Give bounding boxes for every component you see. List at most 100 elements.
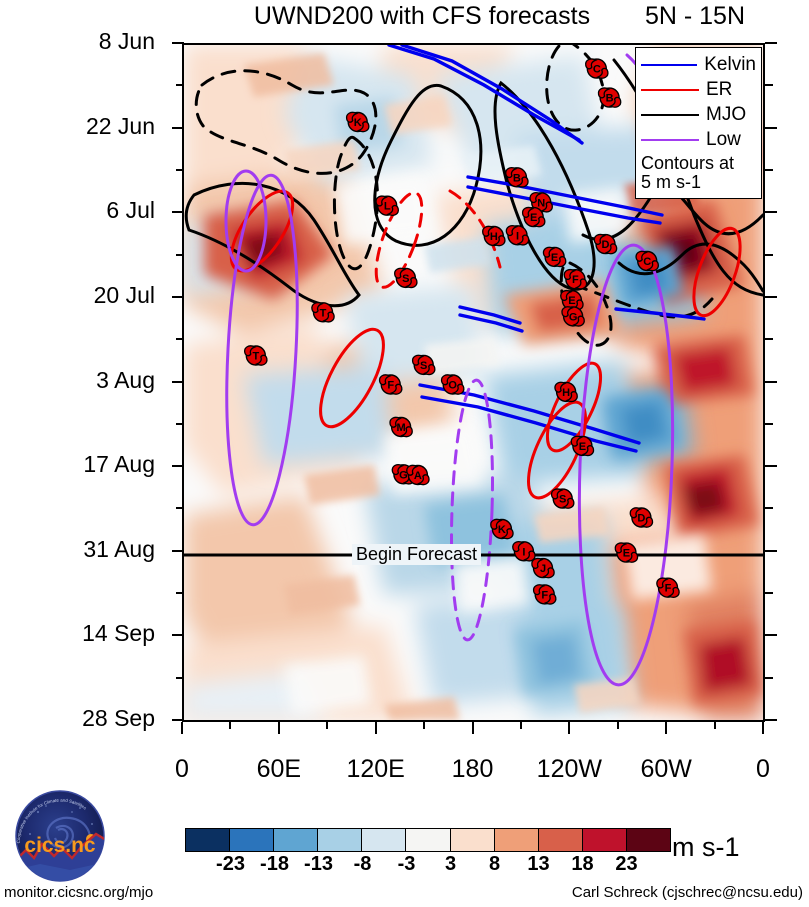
legend-line-swatch bbox=[641, 88, 699, 91]
y-axis-tick-label: 31 Aug bbox=[83, 535, 155, 562]
y-axis-tick-label: 17 Aug bbox=[83, 451, 155, 478]
y-axis-tick-right bbox=[765, 42, 777, 44]
storm-marker: T bbox=[244, 345, 268, 366]
storm-marker: L bbox=[375, 195, 399, 216]
x-axis-tick bbox=[374, 722, 377, 734]
y-axis-minor-tick bbox=[176, 422, 184, 425]
y-axis-minor-tick-right bbox=[765, 253, 773, 256]
storm-marker-label: F bbox=[665, 583, 672, 595]
er-contour-dashed-group bbox=[374, 189, 502, 289]
x-axis-tick bbox=[181, 722, 183, 734]
storm-marker: I bbox=[505, 225, 530, 246]
colorbar-segment bbox=[229, 829, 274, 851]
storm-marker: O bbox=[440, 374, 465, 395]
storm-marker: E bbox=[542, 246, 567, 268]
storm-marker-label: E bbox=[623, 548, 630, 560]
x-axis-minor-tick bbox=[713, 722, 716, 729]
x-axis-tick-label: 0 bbox=[756, 755, 770, 783]
colorbar-segment bbox=[273, 829, 318, 851]
legend-item-mjo: MJO bbox=[641, 102, 756, 127]
storm-marker-label: K bbox=[498, 524, 506, 536]
colorbar-segment bbox=[405, 829, 450, 851]
storm-marker: M bbox=[389, 416, 413, 438]
colorbar-tick-label: -8 bbox=[353, 853, 372, 875]
er-contour-group bbox=[229, 189, 742, 500]
colorbar-tick-label: 13 bbox=[527, 853, 550, 875]
colorbar-unit-label: m s-1 bbox=[672, 832, 740, 862]
storm-marker: F bbox=[656, 577, 680, 598]
storm-marker-label: D bbox=[602, 239, 610, 251]
legend-item-label: ER bbox=[706, 79, 733, 100]
storm-marker: K bbox=[345, 111, 370, 133]
storm-marker: S bbox=[550, 488, 575, 509]
x-axis-tick-label: 120E bbox=[346, 755, 405, 783]
storm-marker: I bbox=[512, 541, 536, 562]
begin-forecast-label: Begin Forecast bbox=[352, 544, 482, 565]
y-axis-tick bbox=[172, 634, 184, 637]
storm-marker: H bbox=[482, 225, 506, 247]
storm-marker-label: E bbox=[551, 252, 558, 264]
storm-marker-label: N bbox=[537, 197, 545, 209]
storm-marker-label: J bbox=[540, 563, 546, 575]
legend-note-line1: Contours at bbox=[641, 153, 735, 173]
y-axis-tick-label: 20 Jul bbox=[93, 281, 155, 308]
storm-marker-label: K bbox=[354, 117, 362, 129]
y-axis-tick-label: 8 Jun bbox=[98, 28, 155, 54]
low-contour-dashed-group bbox=[450, 378, 494, 642]
y-axis-minor-tick bbox=[176, 168, 184, 171]
cicsnc-logo[interactable]: cics.nc Cooperative Institute for Climat… bbox=[10, 790, 110, 882]
storm-marker-label: L bbox=[384, 201, 391, 213]
legend-item-low: Low bbox=[641, 127, 756, 152]
storm-marker-label: C bbox=[643, 256, 651, 268]
logo-wordmark: cics.nc bbox=[24, 834, 96, 857]
legend-item-er: ER bbox=[641, 77, 756, 102]
legend-item-label: MJO bbox=[706, 104, 747, 125]
x-axis-minor-tick bbox=[229, 722, 232, 729]
y-axis-minor-tick-right bbox=[765, 422, 773, 425]
y-axis-tick bbox=[172, 465, 184, 468]
colorbar bbox=[185, 828, 671, 852]
y-axis-minor-tick-right bbox=[765, 168, 773, 171]
storm-marker-label: S bbox=[420, 360, 427, 372]
x-axis-minor-tick bbox=[616, 722, 619, 729]
colorbar-tick-label: 8 bbox=[488, 853, 501, 875]
storm-marker: S bbox=[394, 267, 418, 289]
x-axis-tick bbox=[471, 722, 474, 734]
storm-marker-label: F bbox=[572, 274, 579, 286]
storm-marker: A bbox=[406, 464, 430, 486]
y-axis-tick bbox=[172, 42, 184, 44]
storm-marker-label: H bbox=[490, 231, 498, 243]
y-axis-minor-tick bbox=[176, 592, 184, 595]
x-axis-tick bbox=[277, 722, 280, 734]
storm-marker-label: A bbox=[414, 470, 422, 482]
legend-note-line2: 5 m s-1 bbox=[641, 172, 702, 192]
y-axis-tick-label: 22 Jun bbox=[85, 112, 155, 139]
x-axis-tick bbox=[762, 722, 764, 734]
legend-line-swatch bbox=[641, 138, 699, 141]
y-axis-minor-tick bbox=[176, 507, 184, 510]
storm-marker: H bbox=[554, 381, 578, 403]
storm-marker: C bbox=[635, 250, 659, 272]
y-axis-tick-right bbox=[765, 549, 777, 552]
colorbar-tick-label: -13 bbox=[304, 853, 333, 875]
footer-url[interactable]: monitor.cicsnc.org/mjo bbox=[4, 884, 154, 901]
storm-marker: G bbox=[561, 306, 585, 327]
x-axis-tick-label: 60E bbox=[256, 755, 302, 783]
y-axis-tick-label: 6 Jul bbox=[106, 197, 155, 224]
y-axis-tick-label: 28 Sep bbox=[82, 705, 155, 731]
y-axis-tick-right bbox=[765, 211, 777, 214]
x-axis-minor-tick bbox=[423, 722, 426, 729]
storm-marker-label: O bbox=[448, 380, 457, 392]
legend-line-swatch bbox=[641, 63, 698, 66]
y-axis-tick bbox=[172, 549, 184, 552]
legend-item-kelvin: Kelvin bbox=[641, 52, 756, 77]
x-axis-tick-label: 180 bbox=[451, 755, 494, 783]
storm-marker-label: E bbox=[568, 295, 575, 307]
storm-marker-label: I bbox=[522, 546, 525, 558]
y-axis-tick bbox=[172, 126, 184, 129]
colorbar-tick-label: 23 bbox=[615, 853, 638, 875]
colorbar-segment bbox=[537, 829, 582, 851]
storm-marker-label: G bbox=[569, 311, 578, 323]
y-axis-tick-right bbox=[765, 295, 777, 298]
